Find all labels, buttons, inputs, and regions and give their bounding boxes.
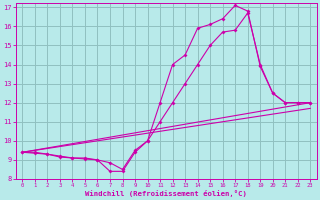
X-axis label: Windchill (Refroidissement éolien,°C): Windchill (Refroidissement éolien,°C) bbox=[85, 190, 247, 197]
